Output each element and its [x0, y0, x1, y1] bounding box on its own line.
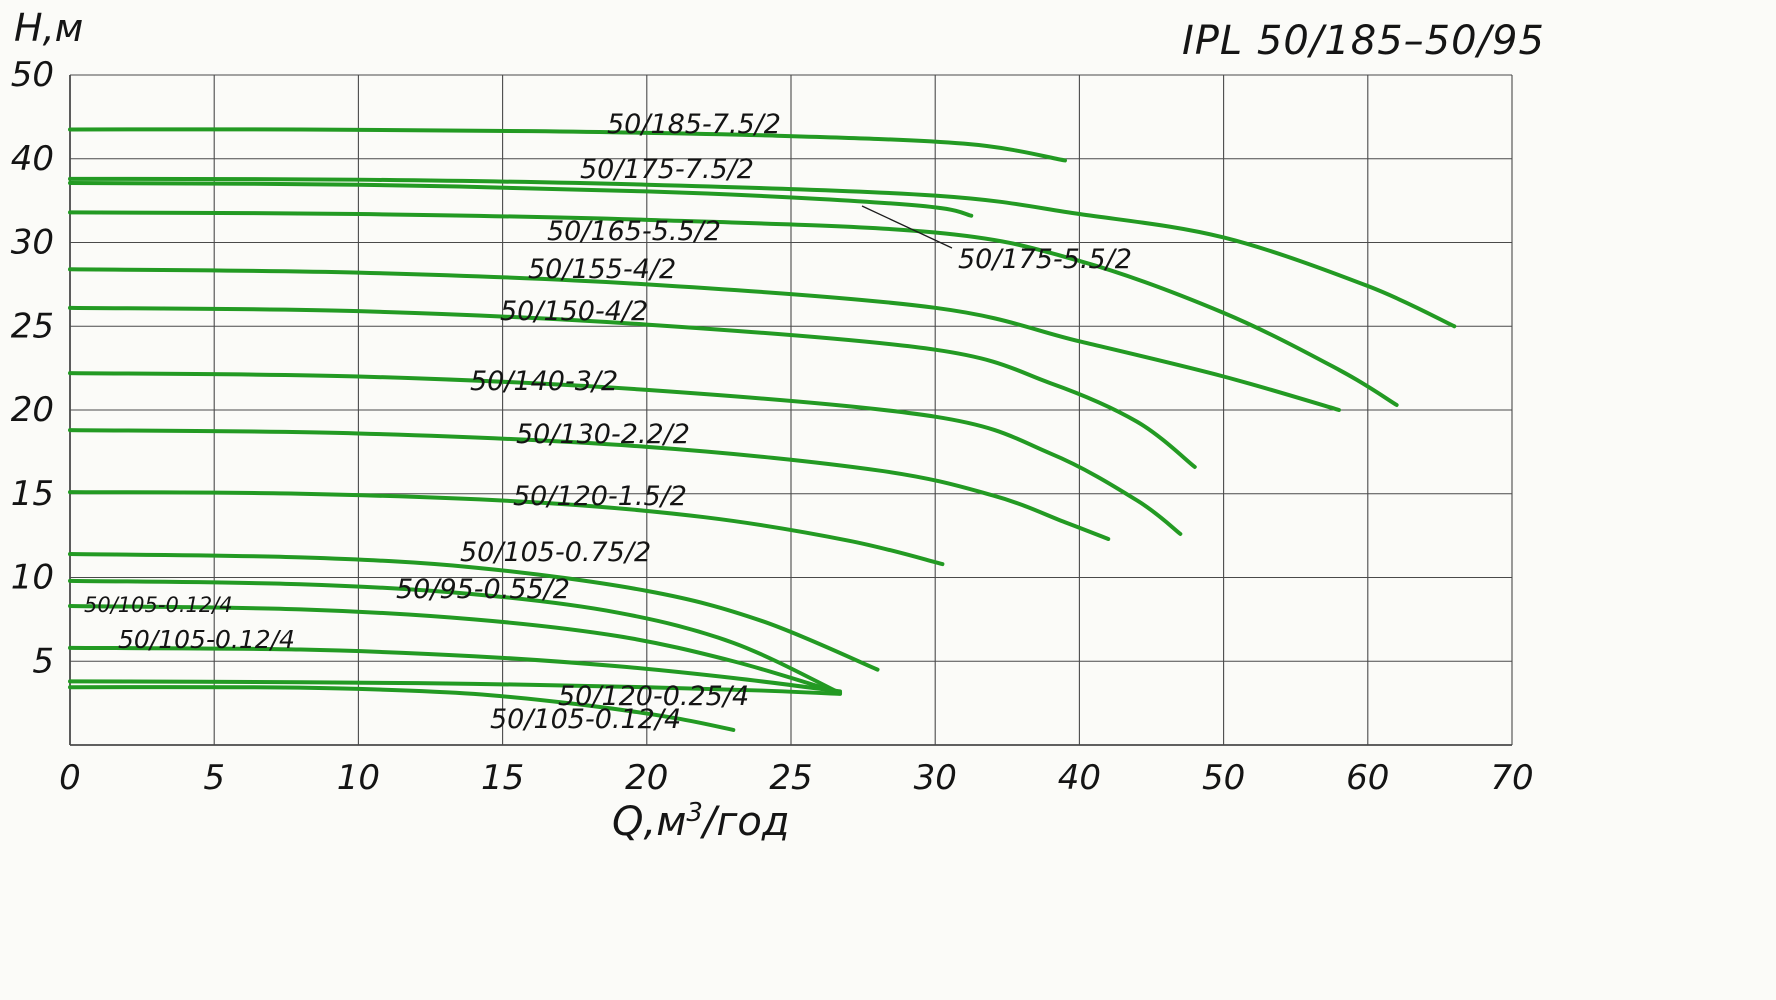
x-axis-unit-prefix: Q,м — [612, 799, 687, 845]
curve-label: 50/120-1.5/2 — [513, 481, 687, 512]
pump-curve — [68, 578, 843, 696]
x-axis-tick-label: 30 — [914, 758, 957, 798]
y-axis-tick-label: 5 — [32, 641, 54, 681]
curve-label: 50/165-5.5/2 — [547, 216, 721, 247]
y-axis-tick-label: 25 — [11, 306, 54, 346]
curve-label: 50/140-3/2 — [470, 366, 618, 397]
pump-curve — [68, 428, 1111, 541]
pump-curve — [68, 685, 736, 732]
x-axis-tick-label: 20 — [625, 758, 668, 798]
x-axis-tick-label: 0 — [59, 758, 81, 798]
x-axis-tick-label: 40 — [1058, 758, 1101, 798]
pump-curve — [68, 490, 945, 567]
x-axis-tick-label: 70 — [1490, 758, 1533, 798]
curve-label: 50/105-0.75/2 — [460, 537, 651, 568]
x-axis-tick-label: 10 — [337, 758, 380, 798]
pump-curve — [68, 603, 843, 696]
pump-curve — [68, 267, 1341, 412]
x-axis-title: Q,м3/год — [612, 798, 790, 845]
curve-label: 50/105-0.12/4 — [118, 625, 295, 654]
curve-label: 50/155-4/2 — [528, 254, 676, 285]
y-axis-tick-label: 10 — [11, 558, 54, 598]
x-axis-tick-label: 60 — [1346, 758, 1389, 798]
pump-curve — [68, 679, 843, 696]
curve-label: 50/95-0.55/2 — [396, 574, 570, 605]
curve-label: 50/185-7.5/2 — [607, 109, 781, 140]
pump-curve — [68, 210, 1399, 407]
y-axis-tick-label: 30 — [11, 223, 54, 263]
x-axis-tick-label: 15 — [481, 758, 524, 798]
curve-label: 50/105-0.12/4 — [84, 593, 233, 617]
y-axis-title: H,м — [14, 6, 84, 50]
x-axis-tick-label: 25 — [769, 758, 812, 798]
y-axis-tick-label: 50 — [11, 55, 54, 95]
curve-label: 50/175-5.5/2 — [958, 244, 1132, 275]
pump-curve — [68, 127, 1067, 163]
pump-curve — [68, 176, 1457, 329]
x-axis-unit-superscript: 3 — [686, 798, 703, 828]
pump-curve — [68, 371, 1183, 536]
y-axis-tick-label: 15 — [11, 474, 54, 514]
x-axis-unit-suffix: /год — [702, 799, 790, 845]
y-axis-tick-label: 20 — [11, 390, 54, 430]
y-axis-tick-label: 40 — [11, 139, 54, 179]
curve-label: 50/105-0.12/4 — [490, 704, 681, 735]
curve-label: 50/150-4/2 — [500, 296, 648, 327]
pump-curve — [68, 645, 843, 694]
pump-curve — [68, 552, 880, 672]
curve-label: 50/175-7.5/2 — [580, 154, 754, 185]
chart-title: IPL 50/185–50/95 — [1182, 18, 1545, 64]
pump-curve — [68, 305, 1197, 469]
x-axis-tick-label: 50 — [1202, 758, 1245, 798]
x-axis-tick-label: 5 — [203, 758, 225, 798]
curve-label: 50/120-0.25/4 — [558, 681, 749, 712]
curve-label-leader-line — [861, 205, 953, 249]
pump-curve — [68, 181, 974, 218]
curve-label: 50/130-2.2/2 — [516, 419, 690, 450]
